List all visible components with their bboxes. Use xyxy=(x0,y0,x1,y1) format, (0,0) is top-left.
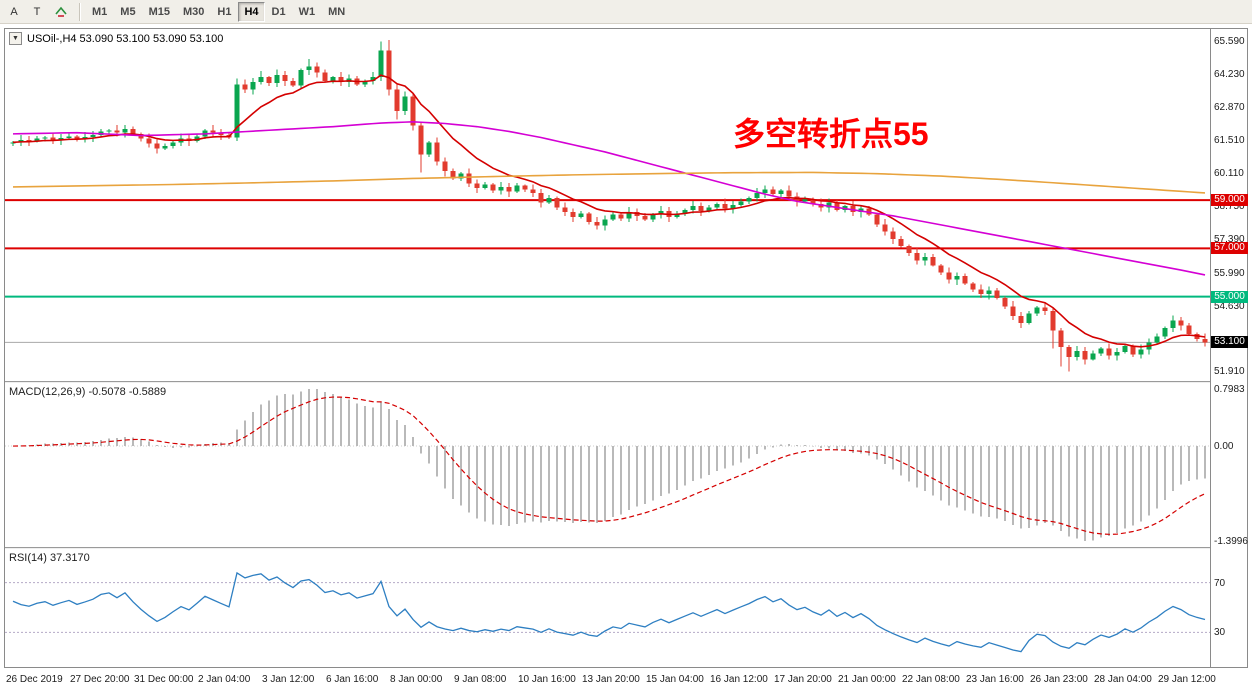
price-scale[interactable]: 65.590 64.230 62.870 61.510 60.110 58.750 57.3… xyxy=(1210,29,1248,667)
price-level-badge: 59.000 xyxy=(1211,194,1248,207)
ma-mid-line xyxy=(12,121,1206,276)
time-axis-label: 3 Jan 12:00 xyxy=(262,674,315,685)
candles-group xyxy=(10,40,1208,372)
price-axis-label: 60.110 xyxy=(1214,168,1244,180)
ma-slow-line xyxy=(12,171,1206,194)
price-axis-label: 62.870 xyxy=(1214,101,1245,113)
toolbar-button-a[interactable]: A xyxy=(3,2,25,22)
macd-label: MACD(12,26,9) -0.5078 -0.5889 xyxy=(9,386,167,398)
time-axis-label: 9 Jan 08:00 xyxy=(454,674,507,685)
cycle-arrows-icon xyxy=(55,6,67,17)
time-axis-label: 23 Jan 16:00 xyxy=(966,674,1024,685)
time-axis-label: 13 Jan 20:00 xyxy=(582,674,640,685)
timeframe-h1[interactable]: H1 xyxy=(211,2,237,22)
macd-signal-line xyxy=(12,396,1206,535)
rsi-line xyxy=(12,571,1206,653)
ma-fast-line xyxy=(12,74,1206,348)
time-axis-label: 2 Jan 04:00 xyxy=(198,674,251,685)
price-chart[interactable] xyxy=(5,29,1210,381)
price-level-badge: 57.000 xyxy=(1211,242,1248,255)
timeframe-m5[interactable]: M5 xyxy=(114,2,141,22)
time-axis-label: 17 Jan 20:00 xyxy=(774,674,832,685)
rsi-chart[interactable] xyxy=(5,549,1210,666)
chart-header: ▼ USOil-,H4 53.090 53.100 53.090 53.100 xyxy=(9,32,223,45)
time-axis-label: 8 Jan 00:00 xyxy=(390,674,443,685)
price-axis-label: 64.230 xyxy=(1214,69,1245,81)
price-axis-label: 55.990 xyxy=(1214,267,1245,279)
rsi-label: RSI(14) 37.3170 xyxy=(9,552,90,564)
time-axis-label: 6 Jan 16:00 xyxy=(326,674,379,685)
time-axis-label: 26 Dec 2019 xyxy=(6,674,63,685)
timeframe-mn[interactable]: MN xyxy=(322,2,351,22)
timeframe-h4[interactable]: H4 xyxy=(238,1,265,22)
rsi-axis-label: 30 xyxy=(1214,627,1226,639)
time-axis-label: 27 Dec 20:00 xyxy=(70,674,130,685)
timeframe-m1[interactable]: M1 xyxy=(86,2,113,22)
time-axis-label: 16 Jan 12:00 xyxy=(710,674,768,685)
time-axis-label: 15 Jan 04:00 xyxy=(646,674,704,685)
macd-histogram xyxy=(20,389,1206,541)
drawing-tools-icon[interactable] xyxy=(49,2,73,22)
toolbar-separator xyxy=(79,2,80,21)
current-price-badge: 53.100 xyxy=(1211,336,1248,349)
price-axis-label: 51.910 xyxy=(1214,366,1245,378)
macd-axis-label: 0.7983 xyxy=(1214,384,1245,395)
chart-annotation: 多空转折点55 xyxy=(733,116,929,152)
timeframe-group: M1 M5 M15 M30 H1 H4 D1 W1 MN xyxy=(86,1,351,22)
chart-symbol-title: USOil-,H4 53.090 53.100 53.090 53.100 xyxy=(27,32,224,45)
time-axis-label: 31 Dec 00:00 xyxy=(134,674,194,685)
chart-window: ▼ USOil-,H4 53.090 53.100 53.090 53.100 … xyxy=(4,28,1248,668)
price-axis-label: 57.390 xyxy=(1214,233,1245,245)
timeframe-w1[interactable]: W1 xyxy=(293,2,322,22)
price-axis-label: 61.510 xyxy=(1214,134,1245,146)
collapse-chart-icon[interactable]: ▼ xyxy=(9,32,22,45)
price-level-badge: 55.000 xyxy=(1211,290,1248,303)
price-axis-label: 65.590 xyxy=(1214,36,1245,48)
panel-splitter[interactable] xyxy=(5,547,1210,549)
rsi-axis-label: 70 xyxy=(1214,577,1226,589)
timeframe-d1[interactable]: D1 xyxy=(266,2,292,22)
panel-splitter[interactable] xyxy=(5,381,1210,383)
macd-axis-label: 0.00 xyxy=(1214,441,1234,453)
price-axis-label: 58.750 xyxy=(1214,201,1245,213)
timeframe-m30[interactable]: M30 xyxy=(177,2,210,22)
time-axis-label: 21 Jan 00:00 xyxy=(838,674,896,685)
time-axis-label: 10 Jan 16:00 xyxy=(518,674,576,685)
timeframe-m15[interactable]: M15 xyxy=(143,2,176,22)
time-axis-label: 22 Jan 08:00 xyxy=(902,674,960,685)
price-axis-label: 54.630 xyxy=(1214,300,1245,312)
toolbar-button-t[interactable]: T xyxy=(26,2,48,22)
macd-axis-label: -1.3996 xyxy=(1214,536,1248,547)
time-axis-label: 29 Jan 12:00 xyxy=(1158,674,1216,685)
macd-chart[interactable] xyxy=(5,383,1210,547)
time-axis-label: 26 Jan 23:00 xyxy=(1030,674,1088,685)
plot-area: ▼ USOil-,H4 53.090 53.100 53.090 53.100 … xyxy=(5,29,1210,667)
time-axis-label: 28 Jan 04:00 xyxy=(1094,674,1152,685)
time-axis[interactable]: 26 Dec 2019 27 Dec 20:00 31 Dec 00:00 2 Jan… xyxy=(4,670,1248,694)
